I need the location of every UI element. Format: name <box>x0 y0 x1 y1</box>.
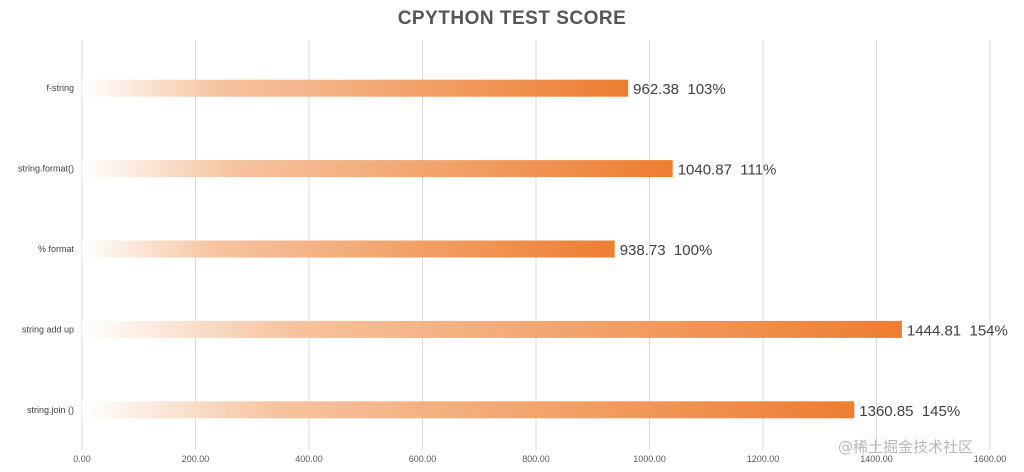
bar <box>82 79 629 97</box>
bar <box>82 240 615 258</box>
bar <box>82 401 855 419</box>
category-label: string.format() <box>18 164 74 174</box>
x-tick-label: 0.00 <box>73 454 91 464</box>
x-tick-label: 1400.00 <box>860 454 893 464</box>
watermark: @稀土掘金技术社区 <box>838 438 974 456</box>
data-label: 1360.85 145% <box>859 403 960 420</box>
chart-title: CPYTHON TEST SCORE <box>397 8 627 29</box>
category-label: % format <box>38 244 75 254</box>
x-tick-label: 1000.00 <box>633 454 666 464</box>
x-tick-label: 400.00 <box>295 454 323 464</box>
x-tick-label: 800.00 <box>522 454 550 464</box>
x-tick-label: 1600.00 <box>974 454 1007 464</box>
data-label: 1444.81 154% <box>907 322 1008 339</box>
category-label: f-string <box>46 83 74 93</box>
bar <box>82 160 673 178</box>
x-tick-label: 200.00 <box>182 454 210 464</box>
category-label: string add up <box>22 324 74 334</box>
data-label: 962.38 103% <box>633 81 726 98</box>
x-tick-label: 1200.00 <box>747 454 780 464</box>
data-label: 1040.87 111% <box>678 162 777 179</box>
x-tick-label: 600.00 <box>409 454 437 464</box>
bars <box>82 79 902 419</box>
data-label: 938.73 100% <box>620 242 713 259</box>
category-label: string.join () <box>27 405 74 415</box>
bar <box>82 320 902 338</box>
labels: 0.00 200.00 400.00 600.00 800.00 1000.00 1200.… <box>18 81 1008 464</box>
